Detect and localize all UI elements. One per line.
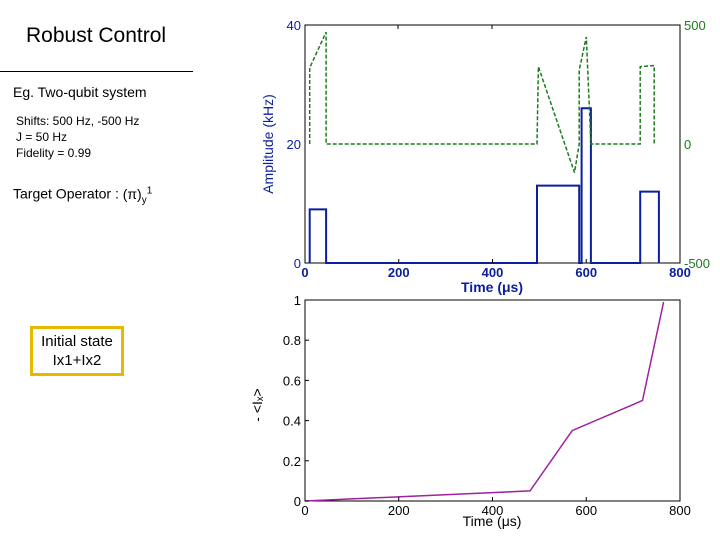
bottom-x-axis-label: Time (μs)	[463, 513, 522, 529]
top-y-tick-label: 20	[287, 137, 301, 152]
pulse-amplitude-chart: 0 200 400 600 800 0 20 40 -500 0 500 Time (μs) A…	[260, 18, 710, 295]
slide-title: Robust Control	[26, 24, 167, 47]
top-y-tick-label: 0	[294, 256, 301, 271]
bottom-x-tick-label: 800	[669, 503, 691, 518]
top-x-tick-label: 600	[575, 265, 597, 280]
example-heading: Eg. Two-qubit system	[13, 84, 147, 100]
top-x-tick-label: 400	[482, 265, 504, 280]
target-operator: Target Operator : (π)y1	[13, 185, 152, 205]
param-shifts: Shifts: 500 Hz, -500 Hz	[16, 114, 140, 128]
phase-series-line	[308, 31, 655, 173]
top-x-tick-label: 0	[301, 265, 308, 280]
param-fidelity: Fidelity = 0.99	[16, 146, 92, 160]
target-operator-label: Target Operator :	[13, 185, 119, 202]
bottom-y-tick-label: 0.4	[283, 414, 301, 429]
bottom-x-tick-label: 400	[482, 503, 504, 518]
bottom-x-tick-label: 0	[301, 503, 308, 518]
bottom-y-tick-label: 0.2	[283, 454, 301, 469]
bottom-y-tick-label: 1	[294, 293, 301, 308]
signal-chart: 0 200 400 600 800 0 0.2 0.4 0.6 0.8 1 Time (μs) -…	[249, 293, 691, 529]
amplitude-series-line	[308, 107, 660, 264]
target-operator-symbol: (π)y1	[122, 185, 153, 206]
top-x-axis-label: Time (μs)	[461, 279, 523, 295]
bottom-x-tick-label: 200	[388, 503, 410, 518]
top-y2-tick-label: 0	[684, 137, 691, 152]
bottom-y-tick-label: 0.8	[283, 333, 301, 348]
bottom-y-tick-label: 0	[294, 494, 301, 509]
bottom-y-tick-label: 0.6	[283, 373, 301, 388]
signal-series-line	[304, 301, 665, 502]
title-divider	[0, 71, 193, 72]
top-y-tick-label: 40	[287, 18, 301, 33]
top-y-axis-label: Amplitude (kHz)	[260, 94, 276, 194]
initial-state-title: Initial state	[41, 333, 113, 350]
param-coupling: J = 50 Hz	[16, 130, 68, 144]
bottom-y-axis-label: - <Iₓ>	[249, 388, 265, 421]
initial-state-value: Ix1+Ix2	[52, 352, 102, 369]
top-y2-tick-label: -500	[684, 256, 710, 271]
top-x-tick-label: 800	[669, 265, 691, 280]
top-x-tick-label: 200	[388, 265, 410, 280]
bottom-plot-frame	[304, 299, 681, 502]
top-y2-tick-label: 500	[684, 18, 706, 33]
bottom-x-tick-label: 600	[575, 503, 597, 518]
initial-state-box: Initial state Ix1+Ix2	[30, 326, 124, 376]
